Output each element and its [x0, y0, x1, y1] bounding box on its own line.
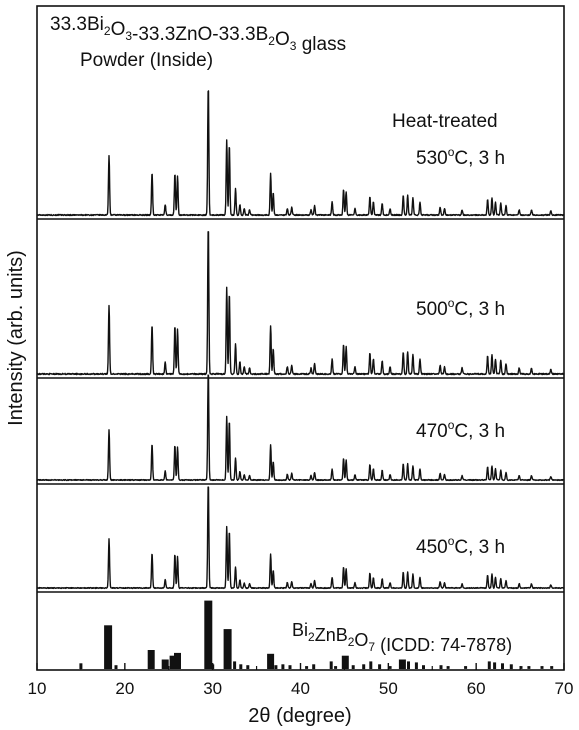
- reference-bar: [246, 665, 250, 669]
- reference-bar: [362, 664, 366, 670]
- reference-bar: [439, 665, 443, 669]
- reference-bar: [147, 650, 155, 669]
- reference-bar: [509, 664, 513, 670]
- x-tick-label: 50: [379, 679, 398, 698]
- x-tick-label: 20: [115, 679, 134, 698]
- x-axis-ticks: 10 20 30 40 50 60 70: [28, 663, 574, 698]
- series-trace-450: [36, 486, 565, 590]
- reference-bar: [329, 661, 333, 669]
- x-axis-title: 2θ (degree): [248, 705, 351, 727]
- series-label-530: 530oC, 3 h: [416, 145, 505, 169]
- series-label-500: 500oC, 3 h: [416, 296, 505, 320]
- reference-bar: [161, 659, 169, 669]
- plot-frame: [36, 5, 565, 671]
- y-axis-title: Intensity (arb. units): [5, 250, 27, 426]
- reference-bar: [464, 666, 468, 669]
- reference-bar: [378, 664, 382, 670]
- series-trace-470: [36, 374, 565, 482]
- reference-bar: [274, 665, 278, 669]
- reference-bar: [527, 666, 531, 669]
- reference-bar: [487, 661, 491, 669]
- series-trace-530: [36, 90, 565, 217]
- reference-bar: [104, 625, 113, 669]
- heat-treated-label: Heat-treated: [392, 111, 498, 132]
- reference-bar: [233, 661, 237, 669]
- reference-bar: [223, 629, 232, 669]
- reference-bar: [305, 666, 309, 669]
- x-tick-label: 70: [555, 679, 574, 698]
- series-trace-500: [36, 231, 565, 376]
- reference-bar: [422, 665, 425, 669]
- reference-bar: [446, 666, 450, 669]
- reference-bar: [174, 652, 181, 669]
- x-tick-label: 10: [28, 679, 47, 698]
- reference-bar: [281, 664, 285, 670]
- x-tick-label: 30: [203, 679, 222, 698]
- reference-bar: [407, 661, 410, 669]
- reference-bar: [550, 666, 554, 669]
- reference-bar: [540, 666, 544, 669]
- reference-bar: [334, 666, 338, 669]
- reference-bar: [312, 664, 316, 670]
- x-tick-label: 40: [291, 679, 310, 698]
- x-tick-label: 60: [467, 679, 486, 698]
- reference-label: Bi2ZnB2O7 (ICDD: 74-7878): [292, 620, 512, 655]
- reference-bar: [239, 664, 243, 670]
- reference-bar: [288, 665, 292, 669]
- reference-bar: [414, 662, 418, 669]
- reference-bar: [114, 665, 118, 669]
- reference-bars: [79, 600, 554, 670]
- chart-title: 33.3Bi2O3-33.3ZnO-33.3B2O3 glass: [50, 14, 346, 55]
- reference-bar: [493, 662, 497, 669]
- reference-bar: [398, 659, 406, 669]
- reference-bar: [519, 666, 523, 669]
- reference-bar: [341, 655, 349, 669]
- chart-subtitle: Powder (Inside): [80, 50, 213, 71]
- reference-bar: [369, 661, 373, 669]
- series-label-450: 450oC, 3 h: [416, 534, 505, 558]
- reference-bar: [204, 600, 213, 669]
- reference-bar: [501, 663, 504, 669]
- reference-bar: [169, 655, 177, 669]
- reference-bar: [267, 653, 275, 669]
- reference-bar: [351, 665, 355, 669]
- reference-bar: [388, 666, 392, 669]
- series-label-470: 470oC, 3 h: [416, 418, 505, 442]
